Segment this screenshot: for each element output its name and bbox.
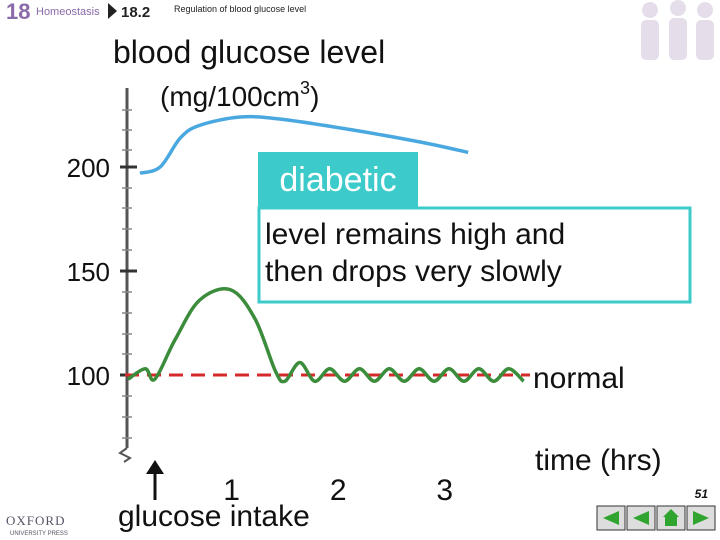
section-title: Regulation of blood glucose level [174, 4, 306, 14]
publisher-sub: UNIVERSITY PRESS [10, 531, 68, 537]
normal-label: normal [533, 362, 625, 395]
y-tick-label: 100 [67, 361, 110, 391]
axis-break [118, 447, 132, 463]
y-axis-label: (mg/100cm3) [160, 78, 319, 112]
event-label: glucose intake [118, 500, 310, 533]
intake-arrowhead [146, 460, 164, 474]
chart-title: blood glucose level [113, 34, 385, 70]
minor-ticks [122, 109, 132, 439]
y-label-sup: 3 [300, 78, 310, 98]
y-tick-label: 150 [67, 257, 110, 287]
y-label-end: ) [310, 81, 319, 112]
x-tick-label: 3 [436, 474, 453, 507]
x-tick-label: 1 [223, 474, 240, 507]
series-line [127, 287, 525, 384]
annotation: level remains high and then drops very sl… [265, 218, 565, 288]
chapter-number: 18 [6, 0, 30, 24]
y-label-main: (mg/100cm [160, 81, 300, 112]
nav-buttons[interactable] [596, 505, 716, 531]
y-tick-label: 200 [67, 153, 110, 183]
section-number: 18.2 [121, 4, 150, 21]
figure-decoration [641, 0, 714, 60]
header-arrow [108, 3, 117, 19]
diabetic-label: diabetic [279, 161, 396, 199]
diabetic-box [258, 152, 418, 207]
publisher: OXFORD [6, 513, 65, 528]
x-tick-label: 2 [330, 474, 347, 507]
x-axis-label: time (hrs) [535, 444, 662, 477]
chapter-title: Homeostasis [36, 6, 100, 18]
page-number: 51 [695, 487, 709, 501]
series-line [139, 114, 469, 175]
annotation-box [257, 206, 692, 304]
